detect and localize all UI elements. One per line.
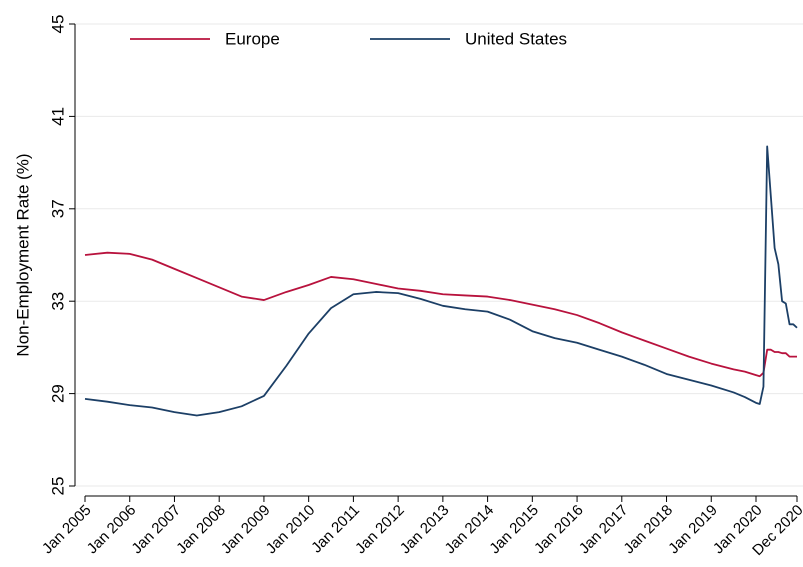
x-tick-label: Jan 2010: [263, 502, 319, 558]
y-tick-label: 37: [48, 199, 67, 218]
series-line: [84, 251, 797, 378]
y-tick-label: 41: [48, 107, 67, 126]
y-tick-label: 33: [48, 292, 67, 311]
y-tick-label: 45: [48, 15, 67, 34]
series-line: [84, 145, 798, 417]
y-tick-label: 25: [48, 477, 67, 496]
y-tick-label: 29: [48, 384, 67, 403]
y-axis-label: Non-Employment Rate (%): [13, 153, 32, 356]
legend-label: United States: [465, 29, 567, 48]
legend-label: Europe: [225, 29, 280, 48]
